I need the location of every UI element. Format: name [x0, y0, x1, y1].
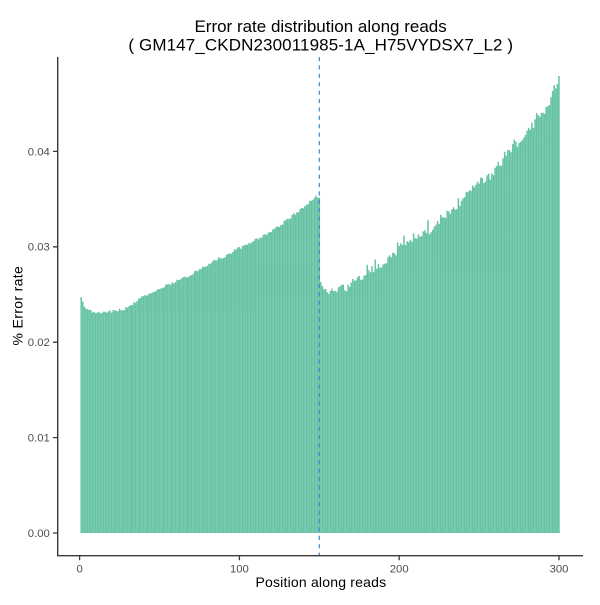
svg-text:0.00: 0.00: [28, 528, 50, 540]
svg-text:0: 0: [76, 564, 82, 576]
svg-text:300: 300: [550, 564, 569, 576]
svg-text:% Error rate: % Error rate: [10, 266, 26, 346]
svg-text:Position along reads: Position along reads: [255, 574, 386, 590]
svg-text:200: 200: [390, 564, 409, 576]
svg-text:0.04: 0.04: [28, 146, 50, 158]
svg-text:0.02: 0.02: [28, 337, 50, 349]
svg-text:0.03: 0.03: [28, 242, 50, 254]
svg-text:0.01: 0.01: [28, 433, 50, 445]
svg-text:Error rate distribution along: Error rate distribution along reads: [194, 17, 446, 36]
svg-text:100: 100: [230, 564, 249, 576]
svg-text:( GM147_CKDN230011985-1A_H75VY: ( GM147_CKDN230011985-1A_H75VYDSX7_L2 ): [128, 35, 513, 54]
